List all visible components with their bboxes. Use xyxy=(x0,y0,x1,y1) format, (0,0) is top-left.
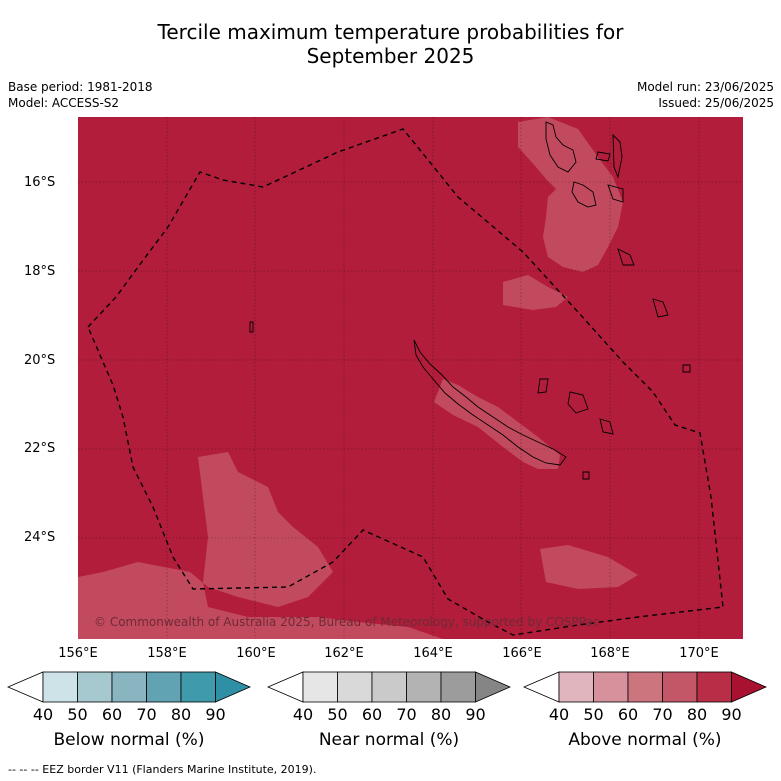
below-seg-0 xyxy=(7,671,44,703)
near-seg-6 xyxy=(475,671,512,703)
below-seg-3 xyxy=(111,671,147,703)
lighter-area-southwest xyxy=(78,452,443,639)
below-seg-1 xyxy=(42,671,78,703)
loyalty-island-3 xyxy=(599,418,614,435)
below-seg-5 xyxy=(180,671,216,703)
above-seg-0 xyxy=(523,671,560,703)
near-tick-90: 90 xyxy=(465,705,486,724)
eez-footnote: -- -- -- EEZ border V11 (Flanders Marine… xyxy=(8,763,317,776)
lat-label-16s: 16°S xyxy=(24,175,56,190)
above-tick-80: 80 xyxy=(686,705,708,724)
above-tick-60: 60 xyxy=(617,705,639,724)
lat-label-20s: 20°S xyxy=(24,353,56,368)
below-tick-80: 80 xyxy=(170,705,192,724)
vanuatu-island-1 xyxy=(545,121,577,173)
above-seg-2 xyxy=(593,671,629,703)
lat-label-24s: 24°S xyxy=(24,530,56,545)
title-line-2: September 2025 xyxy=(306,44,475,68)
above-normal-80-90-fill xyxy=(78,117,743,639)
below-seg-2 xyxy=(77,671,113,703)
coastlines xyxy=(249,121,691,480)
near-tick-60: 60 xyxy=(361,705,383,724)
lighter-area-east xyxy=(503,275,568,310)
lon-label-164e: 164°E xyxy=(413,646,453,661)
lon-label-160e: 160°E xyxy=(236,646,276,661)
title-line-1: Tercile maximum temperature probabilitie… xyxy=(157,20,624,44)
islet-1 xyxy=(249,321,254,333)
near-seg-4 xyxy=(406,671,442,703)
loyalty-island-1 xyxy=(537,378,549,394)
above-tick-40: 40 xyxy=(548,705,570,724)
copyright-text: © Commonwealth of Australia 2025, Bureau… xyxy=(94,615,600,629)
map-svg xyxy=(78,117,743,639)
colorbar-below-normal xyxy=(7,671,252,703)
eez-border xyxy=(87,128,724,636)
lat-label-22s: 22°S xyxy=(24,441,56,456)
new-caledonia-coast xyxy=(413,339,567,466)
graticule xyxy=(78,117,743,639)
lighter-area-new-caledonia xyxy=(434,379,560,469)
above-tick-50: 50 xyxy=(583,705,604,724)
vanuatu-island-5 xyxy=(607,184,624,203)
below-tick-70: 70 xyxy=(136,705,157,724)
below-seg-4 xyxy=(146,671,182,703)
near-seg-0 xyxy=(267,671,304,703)
above-tick-70: 70 xyxy=(652,705,673,724)
below-tick-40: 40 xyxy=(32,705,54,724)
below-tick-60: 60 xyxy=(101,705,123,724)
vanuatu-island-4 xyxy=(595,151,611,162)
model-run: Model run: 23/06/2025 xyxy=(636,80,774,94)
above-tick-90: 90 xyxy=(721,705,742,724)
probability-map: © Commonwealth of Australia 2025, Bureau… xyxy=(78,117,743,639)
vanuatu-island-6 xyxy=(617,248,635,266)
near-seg-5 xyxy=(440,671,476,703)
near-tick-50: 50 xyxy=(327,705,348,724)
lon-label-166e: 166°E xyxy=(502,646,542,661)
lon-label-168e: 168°E xyxy=(590,646,630,661)
lon-label-158e: 158°E xyxy=(147,646,187,661)
lon-label-162e: 162°E xyxy=(324,646,364,661)
above-seg-1 xyxy=(558,671,594,703)
islet-3 xyxy=(682,364,691,373)
above-seg-6 xyxy=(731,671,768,703)
near-tick-80: 80 xyxy=(430,705,452,724)
above-seg-4 xyxy=(662,671,698,703)
below-normal-title: Below normal (%) xyxy=(53,730,205,750)
above-seg-3 xyxy=(627,671,663,703)
colorbar-above-normal xyxy=(523,671,768,703)
above-seg-5 xyxy=(696,671,732,703)
near-seg-3 xyxy=(371,671,407,703)
near-tick-40: 40 xyxy=(292,705,314,724)
chart-title: Tercile maximum temperature probabilitie… xyxy=(0,20,781,68)
near-tick-70: 70 xyxy=(396,705,417,724)
base-period: Base period: 1981-2018 xyxy=(8,80,153,94)
below-tick-90: 90 xyxy=(205,705,226,724)
near-seg-2 xyxy=(337,671,373,703)
meta-left: Base period: 1981-2018 Model: ACCESS-S2 xyxy=(8,79,153,111)
loyalty-island-2 xyxy=(567,391,589,414)
model-name: Model: ACCESS-S2 xyxy=(8,96,120,110)
near-normal-title: Near normal (%) xyxy=(318,730,460,750)
issued-date: Issued: 25/06/2025 xyxy=(658,96,774,110)
lighter-area-southeast xyxy=(540,545,638,589)
vanuatu-island-7 xyxy=(652,298,669,318)
meta-right: Model run: 23/06/2025 Issued: 25/06/2025 xyxy=(637,79,774,111)
near-seg-1 xyxy=(302,671,338,703)
lon-label-170e: 170°E xyxy=(679,646,719,661)
vanuatu-island-3 xyxy=(612,133,623,179)
colorbar-near-normal xyxy=(267,671,512,703)
lon-label-156e: 156°E xyxy=(58,646,98,661)
vanuatu-island-2 xyxy=(571,181,597,208)
below-seg-6 xyxy=(215,671,252,703)
below-tick-50: 50 xyxy=(67,705,88,724)
above-normal-title: Above normal (%) xyxy=(568,730,722,750)
islet-2 xyxy=(582,471,590,480)
lat-label-18s: 18°S xyxy=(24,264,56,279)
